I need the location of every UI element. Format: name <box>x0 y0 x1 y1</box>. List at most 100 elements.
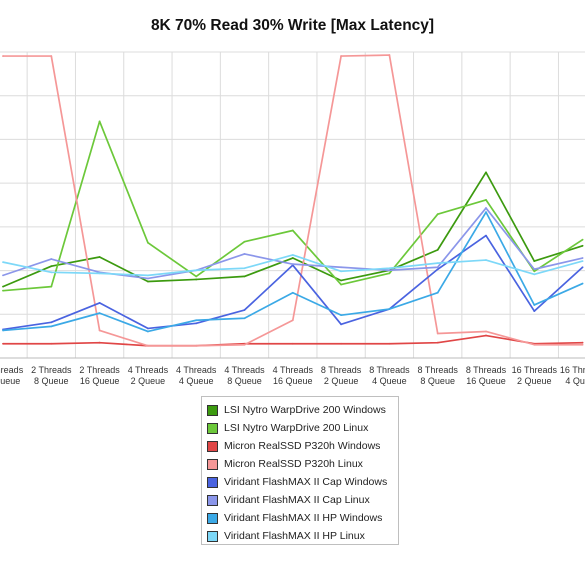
legend-swatch <box>207 530 218 542</box>
legend-swatch <box>207 512 218 524</box>
x-tick-label: 8 Threads 16 Queue <box>466 365 507 386</box>
data-point <box>388 342 391 345</box>
data-point <box>581 266 584 269</box>
data-point <box>98 312 101 315</box>
legend-swatch <box>207 494 218 506</box>
data-point <box>291 263 294 266</box>
data-point <box>533 273 536 276</box>
data-point <box>243 253 246 255</box>
data-point <box>340 323 342 326</box>
legend-item: LSI Nytro WarpDrive 200 Linux <box>202 419 398 437</box>
data-point <box>436 332 439 335</box>
legend-label: Micron RealSSD P320h Windows <box>224 440 381 452</box>
data-point <box>98 329 101 332</box>
data-point <box>485 171 487 174</box>
data-point <box>581 257 584 259</box>
data-point <box>147 327 149 330</box>
data-point <box>581 238 584 241</box>
data-point <box>147 241 149 244</box>
data-point <box>581 341 584 344</box>
data-point <box>485 330 487 333</box>
chart-legend: LSI Nytro WarpDrive 200 Windows LSI Nytro… <box>201 396 399 545</box>
data-point <box>436 248 439 251</box>
data-point <box>195 344 198 347</box>
legend-item: Micron RealSSD P320h Windows <box>202 437 398 455</box>
data-point <box>291 229 294 232</box>
legend-swatch <box>207 422 218 434</box>
data-point <box>2 261 4 264</box>
data-point <box>533 343 536 346</box>
legend-swatch <box>207 404 218 416</box>
data-point <box>533 310 536 312</box>
x-tick-label: 2 Threads 16 Queue <box>79 365 120 386</box>
data-point <box>291 254 294 256</box>
legend-label: LSI Nytro WarpDrive 200 Windows <box>224 404 386 416</box>
data-point <box>436 341 439 344</box>
x-tick-label: 4 Threads 16 Queue <box>273 365 314 386</box>
data-point <box>50 285 53 288</box>
data-point <box>195 322 198 325</box>
legend-item: LSI Nytro WarpDrive 200 Windows <box>202 401 398 419</box>
data-point <box>388 308 391 310</box>
data-point <box>2 329 4 332</box>
data-point <box>195 269 198 272</box>
legend-swatch <box>207 440 218 452</box>
data-point <box>533 270 536 273</box>
data-point <box>2 55 4 57</box>
data-point <box>243 343 246 346</box>
data-point <box>98 120 101 123</box>
legend-item: Viridant FlashMAX II Cap Linux <box>202 491 398 509</box>
legend-label: Viridant FlashMAX II Cap Windows <box>224 476 388 488</box>
data-point <box>388 267 391 270</box>
legend-label: LSI Nytro WarpDrive 200 Linux <box>224 422 369 434</box>
data-point <box>485 207 487 209</box>
data-point <box>50 258 53 260</box>
data-point <box>98 256 101 258</box>
data-point <box>291 291 294 294</box>
data-point <box>147 274 149 277</box>
data-point <box>581 282 584 285</box>
data-point <box>147 344 149 347</box>
legend-label: Viridant FlashMAX II HP Windows <box>224 512 383 524</box>
legend-item: Viridant FlashMAX II HP Windows <box>202 509 398 527</box>
data-point <box>340 55 342 57</box>
data-point <box>243 267 246 270</box>
data-point <box>98 341 101 344</box>
x-tick-label: 4 Threads 8 Queue <box>224 365 265 386</box>
data-point <box>291 257 294 259</box>
data-point <box>2 342 4 345</box>
legend-swatch <box>207 476 218 488</box>
data-point <box>340 266 342 269</box>
data-point <box>485 211 487 214</box>
data-point <box>147 280 149 283</box>
data-point <box>340 314 342 317</box>
x-tick-label: 8 Threads 4 Queue <box>369 365 410 386</box>
data-point <box>436 291 439 294</box>
chart-title: 8K 70% Read 30% Write [Max Latency] <box>150 17 435 34</box>
data-point <box>436 262 439 265</box>
data-point <box>340 342 342 345</box>
data-point <box>147 277 149 280</box>
data-point <box>98 302 101 304</box>
data-point <box>50 321 53 324</box>
data-point <box>436 268 439 271</box>
data-point <box>2 274 4 277</box>
data-point <box>2 289 4 292</box>
data-point <box>485 199 487 201</box>
series-line <box>2 207 583 280</box>
data-point <box>388 269 391 272</box>
legend-item: Viridant FlashMAX II Cap Windows <box>202 473 398 491</box>
data-point <box>147 330 149 333</box>
data-point <box>388 272 391 275</box>
data-point <box>340 279 342 282</box>
data-point <box>581 343 584 346</box>
data-point <box>2 285 4 288</box>
legend-label: Viridant FlashMAX II HP Linux <box>224 530 365 542</box>
data-point <box>195 319 198 322</box>
data-point <box>485 334 487 337</box>
x-tick-label: 16 Threads 2 Queue <box>512 365 558 386</box>
data-point <box>195 275 198 278</box>
